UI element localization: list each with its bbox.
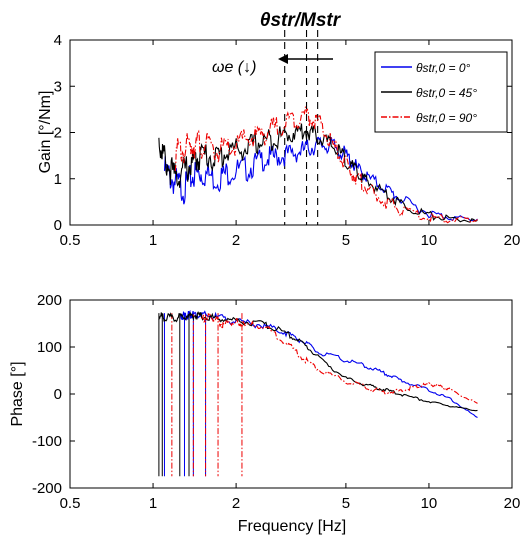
y-tick-label: -100: [32, 433, 62, 450]
y-tick-label: 3: [54, 78, 62, 95]
x-tick-label: 0.5: [60, 232, 81, 249]
x-tick-label: 0.5: [60, 495, 81, 512]
phase-ticks: 0.5 1 2 5 10 20 -200 -100 0 100 200: [32, 292, 520, 512]
series-line-1: [163, 136, 478, 222]
y-tick-label: 100: [37, 339, 62, 356]
gain-ticks: 0.5 1 2 5 10 20 0 1 2 3 4: [54, 32, 521, 249]
gain-series-group: [158, 106, 478, 225]
y-tick-label: 1: [54, 171, 62, 188]
x-tick-label: 1: [149, 232, 157, 249]
legend: θstr,0 = 0° θstr,0 = 45° θstr,0 = 90°: [374, 51, 508, 133]
y-tick-label: 4: [54, 32, 62, 49]
x-tick-label: 20: [504, 495, 521, 512]
phase-series-group: [158, 309, 478, 477]
x-tick-label: 1: [149, 495, 157, 512]
phase-panel: 0.5 1 2 5 10 20 -200 -100 0 100 200 Phase [°] Freq…: [9, 292, 520, 535]
y-tick-label: -200: [32, 480, 62, 497]
phase-ylabel: Phase [°]: [9, 361, 26, 426]
y-tick-label: 2: [54, 125, 62, 142]
legend-box: [374, 51, 508, 133]
x-tick-label: 5: [342, 495, 350, 512]
series-line-3: [201, 313, 478, 404]
frequency-arrow: [278, 54, 333, 64]
arrow-label: ωe (↓): [212, 59, 256, 76]
legend-entry: θstr,0 = 45°: [416, 86, 477, 100]
gain-vertical-markers: [284, 30, 319, 225]
series-line-2: [158, 311, 478, 412]
gain-panel: 0.5 1 2 5 10 20 0 1 2 3 4 Gain [°/Nm] θstr/Mstr ωe…: [37, 10, 520, 249]
y-tick-label: 0: [54, 386, 62, 403]
x-tick-label: 2: [232, 495, 240, 512]
legend-entry: θstr,0 = 0°: [416, 61, 471, 75]
series-line-3: [174, 106, 478, 225]
phase-axes-frame: [69, 299, 513, 489]
x-tick-label: 2: [232, 232, 240, 249]
x-tick-label: 10: [421, 232, 438, 249]
x-tick-label: 20: [504, 232, 521, 249]
phase-xlabel: Frequency [Hz]: [238, 518, 346, 535]
gain-ylabel: Gain [°/Nm]: [37, 91, 54, 174]
x-tick-label: 10: [421, 495, 438, 512]
series-line-2: [158, 123, 478, 223]
top-label: θstr/Mstr: [260, 10, 342, 31]
legend-entry: θstr,0 = 90°: [416, 111, 477, 125]
x-tick-label: 5: [342, 232, 350, 249]
y-tick-label: 0: [54, 217, 62, 234]
y-tick-label: 200: [37, 292, 62, 309]
